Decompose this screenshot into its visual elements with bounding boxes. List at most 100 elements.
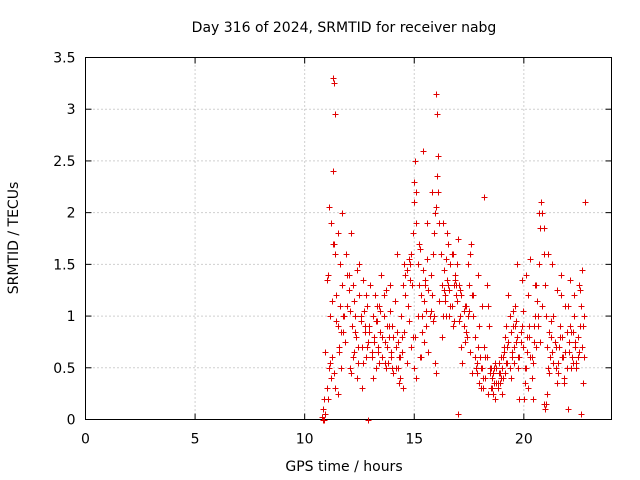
y-tick-label: 2 [67,206,76,222]
data-point [342,339,349,346]
data-point [364,303,371,310]
data-point [526,334,533,341]
data-point [510,308,517,315]
data-point [578,411,585,418]
data-point [371,339,378,346]
data-point [425,349,432,356]
data-point [417,354,424,361]
data-point [489,375,496,382]
data-point [422,282,429,289]
data-point [338,365,345,372]
data-point [413,220,420,227]
data-point [421,339,428,346]
data-point [512,323,519,330]
y-tick-label: 1.5 [53,257,75,273]
data-point [454,298,461,305]
data-point [570,360,577,367]
data-point [573,365,580,372]
data-point [392,298,399,305]
data-point [514,334,521,341]
data-point [374,303,381,310]
data-point [432,360,439,367]
data-point [383,287,390,294]
data-point [406,318,413,325]
data-point [379,334,386,341]
data-point [578,303,585,310]
grid-lines [85,57,612,420]
data-point [412,158,419,165]
data-point [571,313,578,320]
y-tick-label: 2.5 [53,154,75,170]
data-point [442,298,449,305]
data-point [582,199,589,206]
data-point [404,360,411,367]
data-point [485,303,492,310]
data-point [527,256,534,263]
data-point [434,111,441,118]
data-point [522,365,529,372]
data-point [353,334,360,341]
data-point [400,282,407,289]
data-point [546,329,553,336]
x-axis-label: GPS time / hours [285,459,402,475]
data-point [332,251,339,258]
data-point [511,344,518,351]
data-point [324,277,331,284]
data-point [382,339,389,346]
data-point [447,303,454,310]
data-point [390,370,397,377]
data-point [580,380,587,387]
data-point [468,241,475,248]
data-point [553,344,560,351]
data-point [352,313,359,320]
data-point [407,277,414,284]
data-point [384,344,391,351]
y-axis-ticks: 0 0.5 1 1.5 2 2.5 3 3.5 [53,51,612,429]
data-point [424,256,431,263]
data-point [377,308,384,315]
data-point [543,313,550,320]
data-point [539,303,546,310]
data-point [355,344,362,351]
data-point [326,365,333,372]
data-point [476,380,483,387]
data-point [464,334,471,341]
data-point [347,365,354,372]
data-point [555,370,562,377]
data-point [423,323,430,330]
data-point [376,360,383,367]
data-point [529,375,536,382]
data-point [516,396,523,403]
data-point [559,354,566,361]
data-point [455,411,462,418]
data-point [536,261,543,268]
y-tick-label: 3.5 [53,51,75,67]
data-point [329,354,336,361]
data-point [498,375,505,382]
data-point [419,329,426,336]
data-point [548,318,555,325]
data-point [415,261,422,268]
data-point [525,292,532,299]
data-point [529,354,536,361]
y-tick-label: 1 [67,309,76,325]
data-point [535,313,542,320]
data-point [454,261,461,268]
data-point [363,292,370,299]
data-point [386,323,393,330]
data-point [549,349,556,356]
data-point [481,194,488,201]
data-point [493,380,500,387]
chart-title: Day 316 of 2024, SRMTID for receiver nab… [192,20,497,36]
data-point [400,385,407,392]
data-point [417,246,424,253]
data-point [479,303,486,310]
data-point [566,349,573,356]
data-point [515,365,522,372]
data-point [467,251,474,258]
x-tick-label: 15 [405,432,423,448]
data-point [474,360,481,367]
data-point [393,365,400,372]
data-point [576,349,583,356]
data-point [416,241,423,248]
